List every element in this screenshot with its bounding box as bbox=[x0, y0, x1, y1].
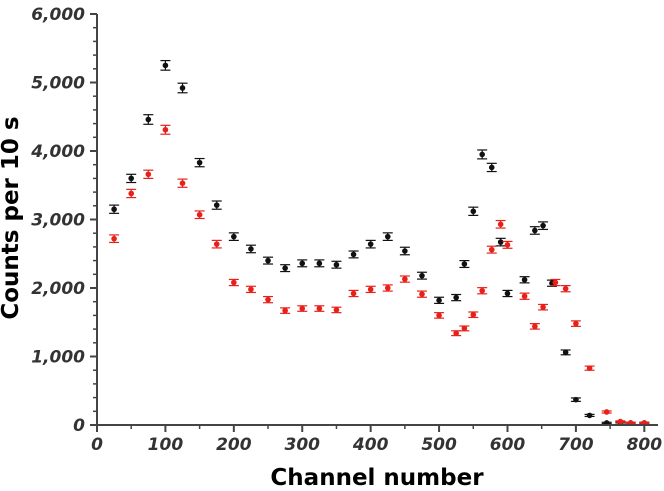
data-point bbox=[333, 307, 340, 313]
data-point bbox=[419, 291, 425, 297]
data-point bbox=[497, 239, 504, 245]
data-point bbox=[179, 85, 186, 91]
data-point bbox=[540, 304, 546, 310]
data-point bbox=[265, 257, 271, 264]
data-point bbox=[617, 418, 624, 425]
data-point bbox=[488, 164, 495, 171]
y-axis-title: Counts per 10 s bbox=[0, 116, 24, 319]
data-point bbox=[350, 290, 357, 297]
data-point bbox=[453, 330, 459, 337]
data-point bbox=[562, 285, 569, 292]
data-point bbox=[196, 159, 203, 166]
data-point bbox=[316, 305, 323, 312]
x-tick-label: 300 bbox=[284, 435, 320, 455]
series-1 bbox=[109, 124, 650, 426]
data-point bbox=[367, 286, 374, 293]
data-point bbox=[497, 221, 504, 228]
data-point bbox=[419, 272, 425, 279]
y-tick-label: 1,000 bbox=[31, 348, 85, 368]
axis-ticks: 0 100 200 300 400 500 600 700 800 0 1,000 2,000 3,00… bbox=[30, 5, 662, 455]
data-point bbox=[162, 62, 169, 69]
data-point bbox=[316, 260, 323, 267]
x-tick-label: 100 bbox=[148, 435, 184, 455]
data-point bbox=[213, 241, 220, 247]
data-point bbox=[384, 285, 391, 291]
data-point bbox=[532, 323, 538, 330]
data-point bbox=[282, 307, 288, 314]
data-point bbox=[213, 202, 220, 208]
data-point bbox=[470, 311, 477, 318]
y-tick-label: 6,000 bbox=[31, 5, 85, 25]
data-point bbox=[436, 297, 442, 304]
data-point bbox=[573, 320, 579, 327]
data-point bbox=[461, 325, 468, 332]
data-point bbox=[552, 279, 559, 286]
data-point bbox=[603, 409, 610, 415]
data-point bbox=[128, 175, 135, 182]
y-tick-label: 3,000 bbox=[31, 211, 85, 231]
data-point bbox=[521, 276, 528, 283]
data-point bbox=[488, 246, 495, 253]
x-tick-label: 400 bbox=[352, 435, 389, 455]
y-tick-label: 0 bbox=[73, 416, 85, 436]
data-point bbox=[573, 396, 579, 403]
data-point bbox=[461, 261, 468, 267]
data-point bbox=[562, 349, 569, 356]
data-point bbox=[402, 248, 408, 254]
x-tick-label: 800 bbox=[627, 435, 663, 455]
x-tick-label: 200 bbox=[216, 435, 252, 455]
data-point bbox=[111, 206, 117, 213]
data-point bbox=[299, 260, 306, 267]
x-axis-title: Channel number bbox=[270, 465, 484, 491]
data-point bbox=[265, 296, 271, 303]
data-point bbox=[333, 261, 340, 268]
data-point bbox=[586, 365, 593, 371]
data-point bbox=[145, 171, 152, 178]
plot-marks bbox=[109, 59, 650, 426]
data-point bbox=[231, 279, 237, 286]
data-point bbox=[367, 241, 374, 247]
data-point bbox=[402, 276, 408, 282]
data-point bbox=[384, 233, 391, 240]
x-tick-label: 500 bbox=[421, 435, 457, 455]
data-point bbox=[453, 294, 459, 301]
data-point bbox=[162, 126, 169, 133]
data-point bbox=[179, 180, 186, 186]
x-tick-label: 700 bbox=[558, 435, 594, 455]
data-point bbox=[521, 293, 528, 300]
data-point bbox=[470, 208, 477, 215]
series-0 bbox=[109, 59, 650, 426]
data-point bbox=[504, 290, 511, 297]
data-point bbox=[231, 233, 237, 240]
data-point bbox=[248, 286, 254, 293]
axes bbox=[96, 14, 658, 426]
data-point bbox=[436, 312, 442, 319]
y-tick-label: 5,000 bbox=[31, 74, 85, 94]
data-point bbox=[540, 222, 546, 229]
y-tick-label: 4,000 bbox=[30, 142, 85, 162]
y-tick-label: 2,000 bbox=[31, 279, 85, 299]
data-point bbox=[532, 227, 538, 234]
data-point bbox=[504, 242, 511, 248]
data-point bbox=[128, 190, 135, 197]
data-point bbox=[299, 305, 306, 312]
data-point bbox=[196, 211, 203, 218]
data-point bbox=[248, 246, 254, 252]
data-point bbox=[479, 287, 485, 294]
data-point bbox=[586, 412, 593, 419]
data-point bbox=[479, 151, 485, 158]
x-tick-label: 600 bbox=[490, 435, 526, 455]
data-point bbox=[282, 265, 288, 271]
data-point bbox=[145, 116, 152, 123]
x-tick-label: 0 bbox=[91, 435, 103, 455]
data-point bbox=[350, 251, 357, 258]
data-point bbox=[111, 235, 117, 242]
